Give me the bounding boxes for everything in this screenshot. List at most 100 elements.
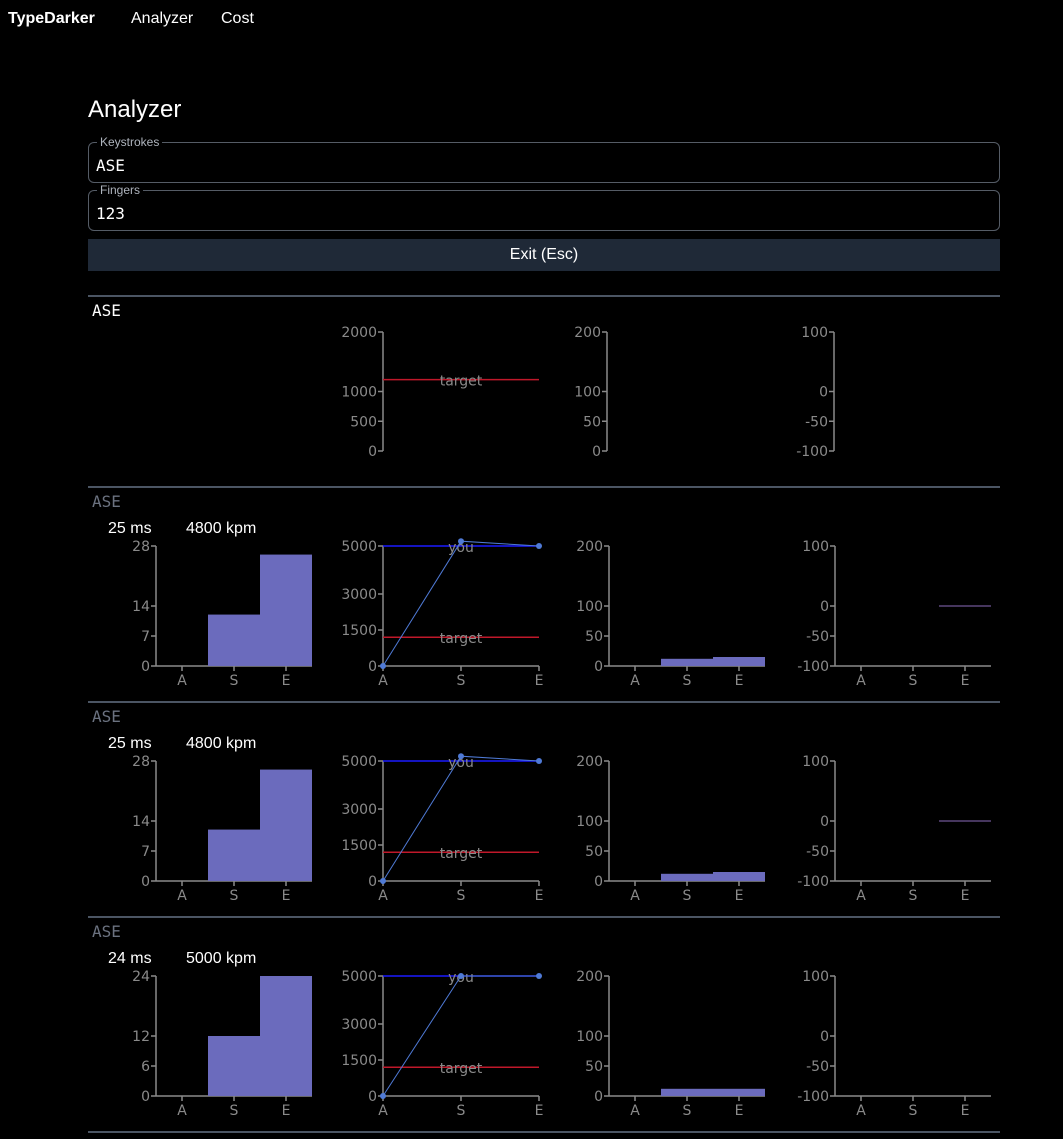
x-tick-label: E — [961, 673, 970, 689]
x-tick-label: E — [282, 673, 291, 689]
y-tick-label: -50 — [806, 629, 829, 645]
y-tick-label: 1000 — [341, 385, 377, 401]
y-tick-label: 0 — [592, 444, 601, 460]
data-point — [380, 1093, 386, 1099]
bar — [713, 1088, 765, 1096]
attempt-label: ASE — [92, 707, 121, 726]
y-tick-label: 7 — [141, 844, 150, 860]
y-tick-label: 200 — [576, 754, 603, 770]
y-tick-label: 50 — [585, 844, 603, 860]
keystrokes-input[interactable] — [96, 156, 976, 175]
divider — [88, 486, 1000, 488]
top-navbar: TypeDarker Analyzer Cost — [0, 0, 1063, 40]
keystrokes-label: Keystrokes — [100, 135, 160, 149]
x-tick-label: A — [630, 673, 640, 689]
y-tick-label: 200 — [574, 325, 601, 341]
y-tick-label: 1500 — [341, 1053, 377, 1069]
data-point — [458, 973, 464, 979]
x-tick-label: E — [282, 888, 291, 904]
y-tick-label: 1500 — [341, 838, 377, 854]
bar — [661, 873, 713, 881]
y-tick-label: -50 — [805, 414, 828, 430]
y-tick-label: -50 — [806, 1059, 829, 1075]
y-tick-label: 100 — [574, 385, 601, 401]
x-tick-label: A — [177, 673, 187, 689]
attempt-charts: 241260ASE5000300015000ASEyoutarget200100… — [132, 969, 991, 1119]
y-tick-label: 0 — [141, 659, 150, 675]
y-tick-label: 1500 — [341, 623, 377, 639]
x-tick-label: A — [378, 1103, 388, 1119]
x-tick-label: E — [961, 888, 970, 904]
x-tick-label: E — [961, 1103, 970, 1119]
y-tick-label: 0 — [368, 659, 377, 675]
x-tick-label: S — [457, 1103, 466, 1119]
y-tick-label: 200 — [576, 539, 603, 555]
data-point — [458, 538, 464, 545]
y-tick-label: 24 — [132, 969, 150, 985]
bar — [208, 1036, 260, 1096]
x-tick-label: A — [856, 673, 866, 689]
x-tick-label: E — [735, 673, 744, 689]
x-tick-label: S — [230, 1103, 239, 1119]
data-point — [380, 663, 386, 669]
y-tick-label: 14 — [132, 814, 150, 830]
y-tick-label: 28 — [132, 539, 150, 555]
y-tick-label: 100 — [576, 1029, 603, 1045]
bar — [260, 769, 312, 881]
attempt-kpm: 5000 kpm — [186, 950, 257, 967]
x-tick-label: A — [630, 888, 640, 904]
bar — [713, 657, 765, 666]
exit-button[interactable]: Exit (Esc) — [88, 239, 1000, 271]
x-tick-label: S — [683, 673, 692, 689]
y-tick-label: 0 — [368, 444, 377, 460]
data-point — [536, 973, 542, 979]
nav-link-analyzer[interactable]: Analyzer — [131, 10, 194, 27]
y-tick-label: 0 — [820, 814, 829, 830]
x-tick-label: A — [378, 888, 388, 904]
attempt-kpm: 4800 kpm — [186, 735, 257, 752]
y-tick-label: 100 — [576, 814, 603, 830]
x-tick-label: A — [856, 888, 866, 904]
divider — [88, 916, 1000, 918]
y-tick-label: 100 — [801, 325, 828, 341]
y-tick-label: 50 — [585, 1059, 603, 1075]
x-tick-label: A — [630, 1103, 640, 1119]
x-tick-label: S — [230, 888, 239, 904]
page-title: Analyzer — [88, 96, 182, 123]
data-point — [536, 543, 542, 549]
y-tick-label: 3000 — [341, 1017, 377, 1033]
x-tick-label: E — [535, 673, 544, 689]
x-tick-label: S — [457, 888, 466, 904]
y-tick-label: 0 — [368, 874, 377, 890]
fingers-input[interactable] — [96, 204, 976, 223]
divider — [88, 295, 1000, 297]
attempt-kpm: 4800 kpm — [186, 520, 257, 537]
brand-logo[interactable]: TypeDarker — [8, 10, 95, 27]
bar — [661, 658, 713, 666]
attempt-ms: 25 ms — [108, 520, 152, 537]
x-tick-label: S — [683, 1103, 692, 1119]
y-tick-label: 12 — [132, 1029, 150, 1045]
y-tick-label: -100 — [797, 659, 829, 675]
bar — [208, 614, 260, 666]
y-tick-label: 0 — [368, 1089, 377, 1105]
y-tick-label: 0 — [141, 874, 150, 890]
y-tick-label: -50 — [806, 844, 829, 860]
attempt-ms: 24 ms — [108, 950, 152, 967]
x-tick-label: A — [856, 1103, 866, 1119]
y-tick-label: 500 — [350, 414, 377, 430]
y-tick-label: 200 — [576, 969, 603, 985]
y-tick-label: 100 — [802, 754, 829, 770]
bar — [661, 1088, 713, 1096]
attempt-ms: 25 ms — [108, 735, 152, 752]
y-tick-label: 50 — [585, 629, 603, 645]
y-tick-label: 50 — [583, 414, 601, 430]
x-tick-label: E — [735, 888, 744, 904]
keystroke-line — [382, 975, 539, 1097]
x-tick-label: E — [535, 888, 544, 904]
target-label: target — [440, 374, 483, 390]
nav-link-cost[interactable]: Cost — [221, 10, 254, 27]
x-tick-label: S — [230, 673, 239, 689]
